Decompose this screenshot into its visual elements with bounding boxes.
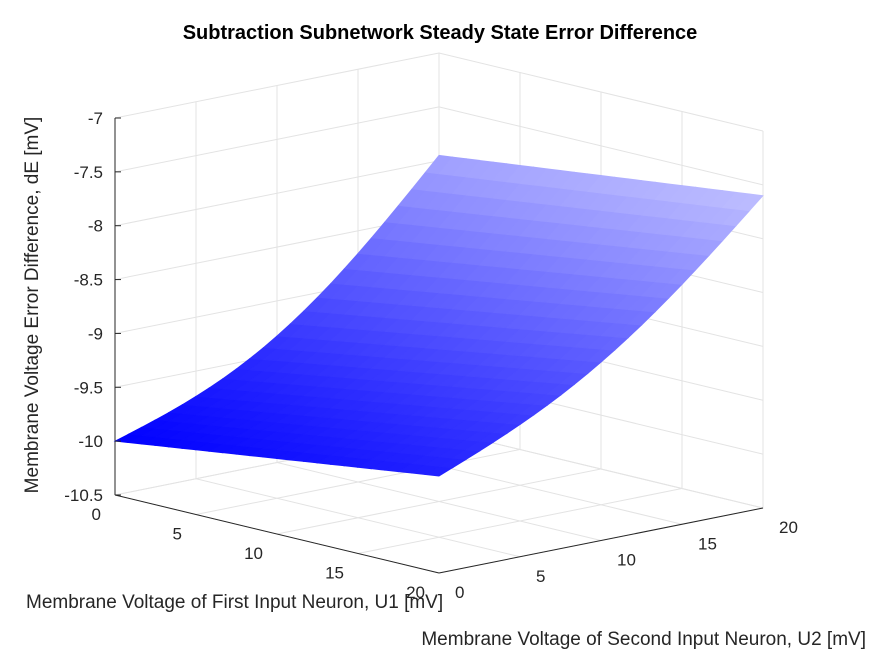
axes-layer xyxy=(114,118,764,574)
y-axis-line xyxy=(438,507,764,574)
x-axis-label: Membrane Voltage of First Input Neuron, … xyxy=(26,592,443,613)
z-tick-label: -10.5 xyxy=(64,486,103,505)
y-tick-label: 5 xyxy=(536,567,545,586)
y-tick-label: 10 xyxy=(617,551,636,570)
z-tick-label: -9 xyxy=(88,324,103,343)
chart-title: Subtraction Subnetwork Steady State Erro… xyxy=(183,22,698,44)
z-tick-label: -10 xyxy=(78,432,103,451)
z-tick-label: -9.5 xyxy=(74,378,103,397)
x-tick-label: 5 xyxy=(173,525,182,544)
z-tick-label: -8 xyxy=(88,217,103,236)
x-tick-label: 15 xyxy=(325,564,344,583)
x-tick-label: 0 xyxy=(92,505,101,524)
z-tick-label: -7.5 xyxy=(74,163,103,182)
x-tick-label: 10 xyxy=(244,544,263,563)
y-tick-label: 20 xyxy=(779,518,798,537)
y-tick-label: 15 xyxy=(698,534,717,553)
surface-patch xyxy=(735,193,764,212)
z-tick-label: -8.5 xyxy=(74,271,103,290)
surface-layer xyxy=(113,154,764,477)
y-axis-label: Membrane Voltage of Second Input Neuron,… xyxy=(421,629,866,650)
y-tick-label: 0 xyxy=(455,583,464,602)
x-tick-label: 20 xyxy=(406,583,425,602)
z-tick-label: -7 xyxy=(88,109,103,128)
z-axis-label: Membrane Voltage Error Difference, dE [m… xyxy=(22,117,43,494)
x-axis-line xyxy=(114,494,440,574)
